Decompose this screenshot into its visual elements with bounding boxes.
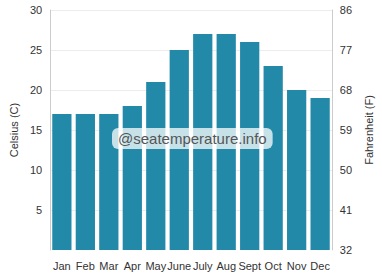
svg-text:41: 41: [340, 204, 352, 216]
svg-text:July: July: [193, 260, 213, 272]
svg-text:20: 20: [30, 84, 42, 96]
svg-text:Feb: Feb: [76, 260, 95, 272]
svg-text:Aug: Aug: [216, 260, 236, 272]
svg-text:@seatemperature.info: @seatemperature.info: [118, 130, 267, 147]
svg-text:5: 5: [36, 204, 42, 216]
svg-text:30: 30: [30, 4, 42, 16]
svg-text:10: 10: [30, 164, 42, 176]
svg-text:68: 68: [340, 84, 352, 96]
svg-text:Sept: Sept: [238, 260, 261, 272]
svg-text:Jan: Jan: [53, 260, 71, 272]
svg-text:Dec: Dec: [310, 260, 330, 272]
svg-text:Celsius (C): Celsius (C): [8, 103, 20, 157]
svg-text:Apr: Apr: [124, 260, 141, 272]
svg-text:86: 86: [340, 4, 352, 16]
svg-text:15: 15: [30, 124, 42, 136]
svg-text:Fahrenheit (F): Fahrenheit (F): [363, 95, 375, 165]
svg-text:Nov: Nov: [287, 260, 307, 272]
svg-text:59: 59: [340, 124, 352, 136]
svg-text:June: June: [167, 260, 191, 272]
svg-text:Oct: Oct: [265, 260, 282, 272]
svg-text:77: 77: [340, 44, 352, 56]
svg-text:May: May: [145, 260, 166, 272]
svg-text:25: 25: [30, 44, 42, 56]
svg-text:Mar: Mar: [99, 260, 118, 272]
svg-text:32: 32: [340, 244, 352, 256]
svg-text:50: 50: [340, 164, 352, 176]
